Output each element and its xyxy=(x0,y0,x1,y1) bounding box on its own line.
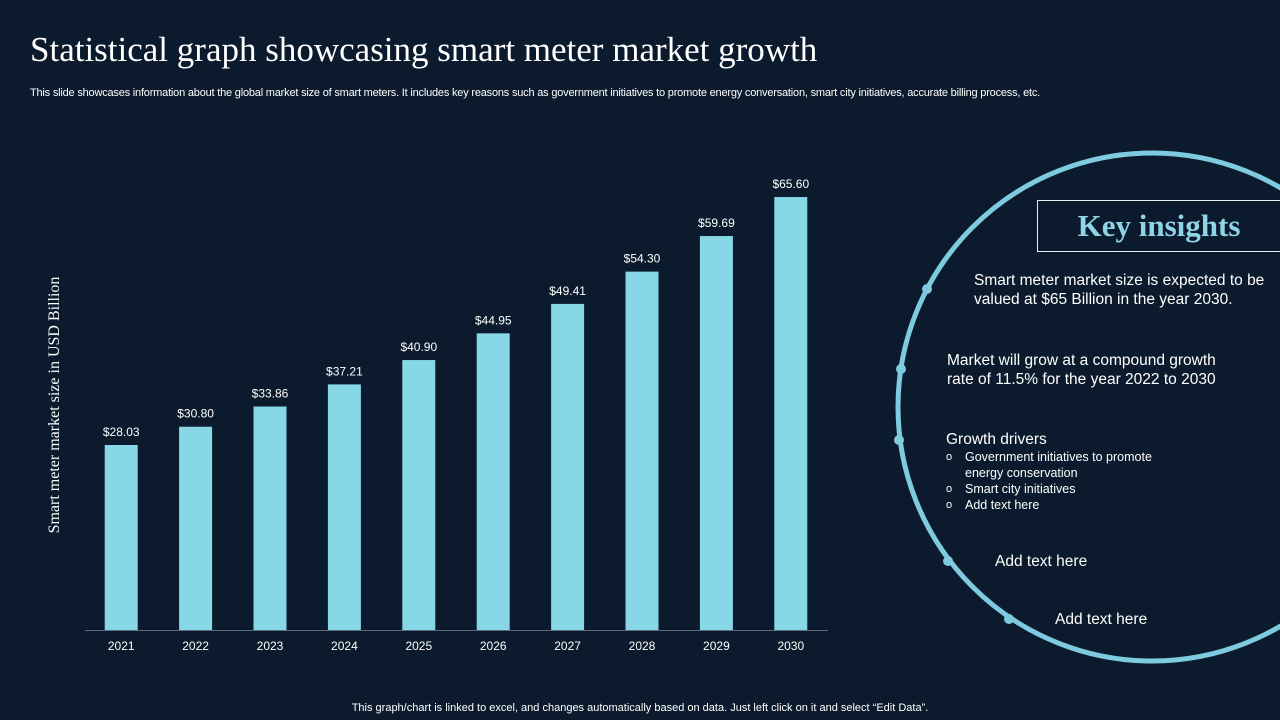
growth-drivers: Growth drivers Government initiatives to… xyxy=(946,431,1176,513)
insight-growth-rate: Market will grow at a compound growth ra… xyxy=(947,352,1216,388)
bar-2029[interactable] xyxy=(699,236,733,630)
data-label: $44.95 xyxy=(475,313,512,327)
x-tick-label: 2022 xyxy=(182,639,209,653)
y-axis-label: Smart meter market size in USD Billion xyxy=(46,276,63,534)
data-label: $40.90 xyxy=(400,340,437,354)
bar-2022[interactable] xyxy=(179,426,213,630)
circle-marker-dot xyxy=(1004,614,1014,624)
x-tick-label: 2029 xyxy=(703,639,730,653)
bar-2023[interactable] xyxy=(253,406,287,630)
insights-circle xyxy=(895,150,1280,664)
data-label: $59.69 xyxy=(698,216,735,230)
x-tick-label: 2027 xyxy=(554,639,581,653)
bar-2021[interactable] xyxy=(104,445,138,630)
data-label: $54.30 xyxy=(624,252,661,266)
data-label: $37.21 xyxy=(326,364,363,378)
bar-2024[interactable] xyxy=(327,384,361,630)
page-title: Statistical graph showcasing smart meter… xyxy=(30,30,818,69)
growth-drivers-title: Growth drivers xyxy=(946,431,1047,448)
data-label: $33.86 xyxy=(252,387,289,401)
x-tick-label: 2024 xyxy=(331,639,358,653)
x-tick-label: 2028 xyxy=(629,639,656,653)
footer-note: This graph/chart is linked to excel, and… xyxy=(351,702,929,714)
driver-item: Add text here xyxy=(946,497,1176,513)
bar-2028[interactable] xyxy=(625,271,659,630)
x-tick-label: 2026 xyxy=(480,639,507,653)
bar-2025[interactable] xyxy=(402,360,436,630)
x-tick-label: 2030 xyxy=(777,639,804,653)
bar-2026[interactable] xyxy=(476,333,510,630)
circle-marker-dot xyxy=(943,556,953,566)
circle-marker-dot xyxy=(894,435,904,445)
insight-market-size: Smart meter market size is expected to b… xyxy=(974,272,1265,308)
bar-2030[interactable] xyxy=(774,197,808,631)
data-label: $65.60 xyxy=(772,177,809,191)
data-label: $30.80 xyxy=(177,407,214,421)
driver-item: Smart city initiatives xyxy=(946,481,1176,497)
insight-placeholder: Add text here xyxy=(1055,611,1148,628)
data-label: $28.03 xyxy=(103,425,140,439)
bar-2027[interactable] xyxy=(551,303,585,630)
circle-marker-dot xyxy=(922,284,932,294)
circle-marker-dot xyxy=(896,364,906,374)
insight-placeholder: Add text here xyxy=(995,553,1088,570)
data-label: $49.41 xyxy=(549,284,586,298)
x-tick-label: 2023 xyxy=(257,639,284,653)
key-insights-title: Key insights xyxy=(1077,208,1241,243)
key-insights-box xyxy=(1037,200,1280,252)
x-tick-label: 2025 xyxy=(405,639,432,653)
subtitle: This slide showcases information about t… xyxy=(30,87,1041,99)
driver-item: Government initiatives to promote energy… xyxy=(946,449,1176,481)
x-tick-label: 2021 xyxy=(108,639,135,653)
